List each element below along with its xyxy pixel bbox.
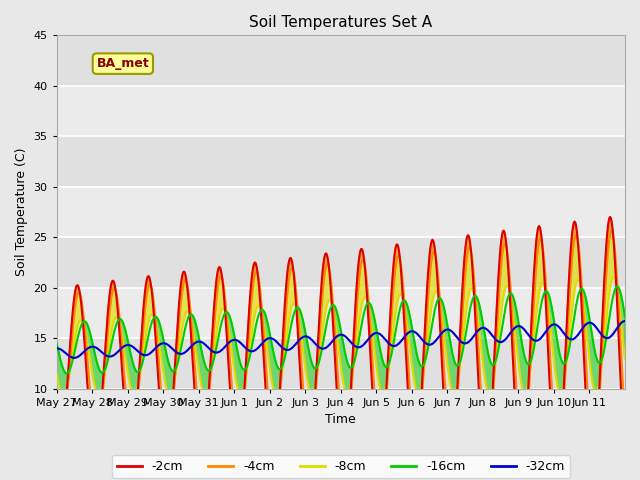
X-axis label: Time: Time: [326, 413, 356, 426]
Title: Soil Temperatures Set A: Soil Temperatures Set A: [250, 15, 433, 30]
Bar: [57, 338, 625, 389]
Bar: [57, 36, 625, 86]
Y-axis label: Soil Temperature (C): Soil Temperature (C): [15, 148, 28, 276]
Text: BA_met: BA_met: [97, 57, 149, 70]
Bar: [57, 187, 625, 237]
Bar: [57, 86, 625, 136]
Bar: [57, 136, 625, 187]
Bar: [57, 288, 625, 338]
Legend: -2cm, -4cm, -8cm, -16cm, -32cm: -2cm, -4cm, -8cm, -16cm, -32cm: [111, 455, 570, 478]
Bar: [57, 237, 625, 288]
